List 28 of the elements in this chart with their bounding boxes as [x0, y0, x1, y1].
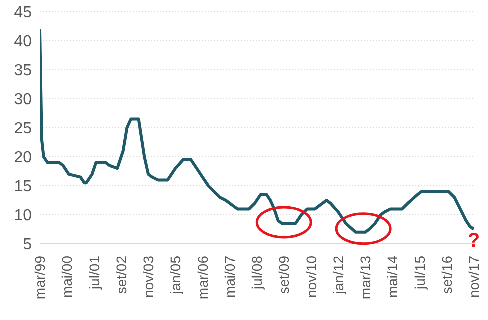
x-tick-label: jan/12 [330, 256, 346, 296]
y-tick-label: 40 [14, 34, 32, 51]
x-tick-label: mai/07 [222, 256, 238, 298]
y-tick-label: 25 [14, 120, 32, 138]
y-tick-label: 30 [14, 92, 32, 109]
y-tick-label: 35 [14, 62, 32, 80]
x-tick-label: mar/13 [358, 256, 374, 300]
x-tick-label: set/16 [438, 256, 455, 294]
line-series [40, 28, 474, 234]
y-tick-label: 45 [14, 4, 32, 22]
x-tick-label: nov/17 [466, 256, 482, 298]
x-tick-label: set/02 [113, 256, 130, 294]
y-tick-label: 10 [14, 208, 32, 225]
x-tick-label: nov/10 [303, 256, 320, 298]
x-tick-label: jul/01 [86, 256, 102, 290]
y-tick-label: 5 [23, 236, 32, 254]
x-tick-label: jul/08 [249, 256, 265, 290]
x-tick-label: jan/05 [168, 256, 184, 296]
x-tick-label: mar/99 [32, 256, 48, 300]
x-tick-label: mar/06 [194, 256, 211, 300]
x-tick-label: mai/00 [59, 256, 76, 298]
y-tick-label: 20 [14, 150, 32, 167]
y-tick-label: 15 [14, 178, 32, 196]
x-tick-label: nov/03 [140, 256, 156, 298]
x-tick-label: mai/14 [384, 256, 401, 298]
x-tick-label: jul/15 [412, 256, 428, 290]
annotation: ? [468, 230, 480, 252]
x-tick-label: set/09 [276, 256, 292, 294]
